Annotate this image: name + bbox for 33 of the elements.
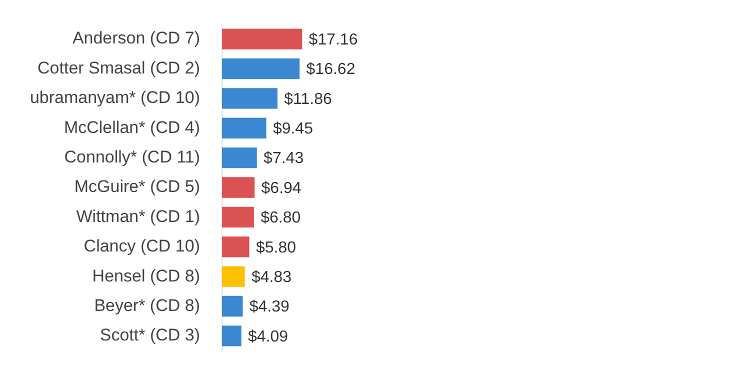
y-tick-label: Hensel (CD 8) (92, 266, 200, 286)
bar (222, 88, 278, 109)
bar (222, 58, 300, 80)
data-label: $6.80 (260, 210, 301, 227)
bar (222, 177, 255, 198)
data-label: $6.94 (261, 180, 302, 197)
bar (222, 266, 245, 287)
y-tick-label: Wittman* (CD 1) (76, 206, 200, 226)
bar (222, 118, 266, 138)
data-label: $4.83 (251, 268, 292, 286)
y-tick-label: Beyer* (CD 8) (94, 296, 200, 315)
data-label: $17.16 (308, 31, 358, 48)
data-label: $5.80 (256, 239, 296, 256)
y-tick-label: Anderson (CD 7) (72, 28, 200, 48)
data-label: $4.09 (248, 328, 288, 346)
y-tick-label: Cotter Smasal (CD 2) (38, 58, 200, 78)
y-tick-label: McClellan* (CD 4) (64, 118, 200, 137)
bar (222, 236, 250, 258)
bar (222, 28, 302, 50)
y-tick-label: Connolly* (CD 11) (64, 147, 200, 166)
y-tick-label: Scott* (CD 3) (100, 326, 200, 345)
y-tick-label: Clancy (CD 10) (84, 236, 200, 256)
data-label: $4.39 (249, 298, 290, 316)
y-tick-label: ubramanyam* (CD 10) (30, 88, 200, 108)
bar (222, 206, 254, 228)
data-label: $7.43 (264, 150, 304, 168)
bar (222, 296, 243, 317)
y-tick-label: McGuire* (CD 5) (74, 177, 200, 196)
data-label: $11.86 (284, 90, 332, 108)
bar (222, 147, 257, 168)
data-label: $9.45 (272, 120, 314, 138)
bar (222, 326, 242, 346)
data-label: $16.62 (306, 61, 356, 78)
